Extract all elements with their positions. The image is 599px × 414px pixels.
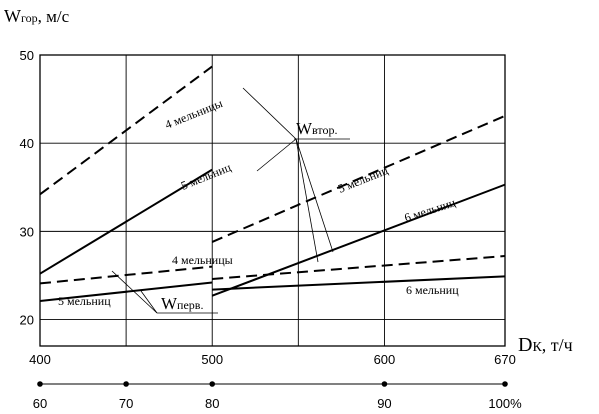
label-6m-upper: 6 мельниц [403,195,458,225]
series-line-7 [212,255,506,280]
label-6m-lower: 6 мельниц [406,283,459,297]
series-line-6 [211,183,506,297]
x-tick-label: 500 [201,352,223,367]
secondary-axis-dot [37,381,43,387]
secondary-axis-dot [123,381,129,387]
label-4m-upper: 4 мельницы [163,96,225,132]
secondary-axis: 60 70 80 90 100% [33,381,522,411]
label-4m-lower: 4 мельницы [172,253,233,267]
w-perv-sub: перв. [177,298,203,312]
leader-perv-2 [140,290,158,314]
y-tick-labels: 50 40 30 20 [20,48,34,328]
series-line-1 [39,65,213,196]
x-axis-title-main: D [518,334,532,356]
y-axis-title: Wгор, м/с [4,6,70,26]
x-axis-title: DК, т/ч [518,334,573,356]
x-axis-title-unit: , т/ч [542,335,573,355]
w-perv-label: Wперв. [161,294,203,313]
series-line-2 [39,168,213,275]
y-tick-label: 50 [20,48,34,63]
secondary-tick-label: 60 [33,396,47,411]
w-vtor-main: W [296,119,313,138]
label-5m-upper-right: 5 мельниц [336,163,391,196]
secondary-tick-label: 100% [488,396,522,411]
series-line-8 [212,275,506,291]
leader-lines [111,87,350,314]
y-tick-label: 20 [20,313,34,328]
x-tick-label: 600 [374,352,396,367]
x-tick-labels: 400 500 600 670 [29,352,516,367]
series-line-5 [211,114,506,243]
leader-vtor-1 [242,87,297,140]
secondary-axis-dot [502,381,508,387]
x-tick-label: 670 [494,352,516,367]
secondary-tick-label: 70 [119,396,133,411]
label-5m-lower: 5 мельниц [58,294,111,308]
secondary-tick-label: 80 [205,396,219,411]
x-axis-title-sub: К [532,340,542,355]
y-tick-label: 30 [20,224,34,239]
y-axis-title-main: W [4,6,21,26]
series-line-3 [39,265,213,285]
y-tick-label: 40 [20,136,34,151]
w-vtor-sub: втор. [312,123,337,137]
leader-perv-1 [111,270,158,314]
series-line-4 [39,281,213,303]
leader-vtor-2 [256,138,297,172]
y-axis-title-unit: , м/с [38,7,70,26]
w-perv-main: W [161,294,178,313]
secondary-axis-dot [381,381,388,387]
leader-vtor-4 [295,138,319,263]
label-5m-upper-left: 5 мельниц [179,160,234,193]
x-tick-label: 400 [29,352,51,367]
plot-frame [39,54,506,347]
y-axis-title-sub: гор [21,11,38,25]
w-vtor-label: Wвтор. [296,119,338,138]
secondary-tick-label: 90 [377,396,391,411]
leader-vtor-3 [295,138,334,253]
series-lines [39,65,506,303]
secondary-axis-dot [209,381,216,387]
